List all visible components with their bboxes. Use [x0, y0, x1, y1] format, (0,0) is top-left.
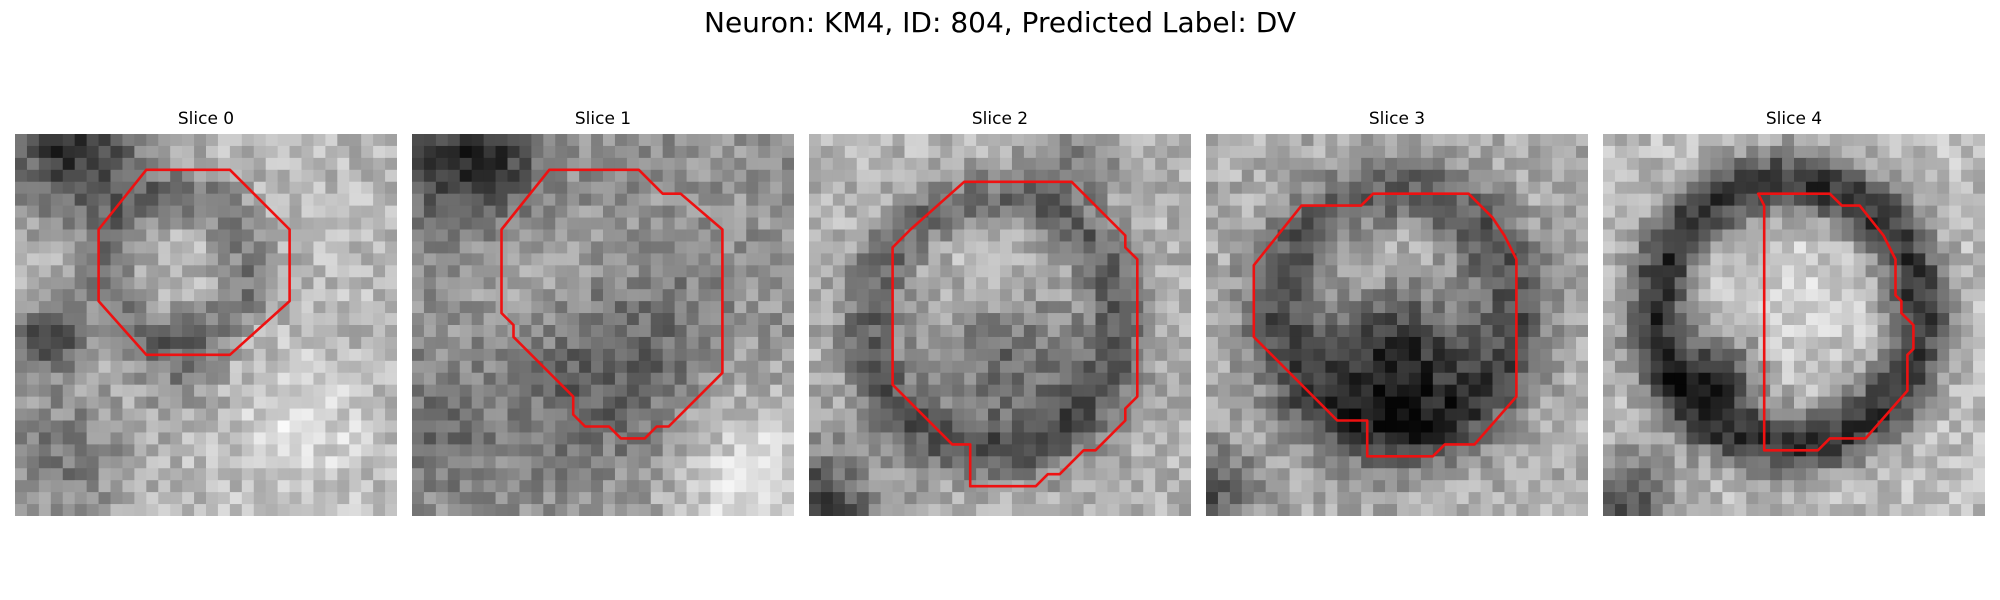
cell-outline: [1756, 192, 1915, 452]
slice-panel-1: Slice 1: [412, 108, 794, 518]
slice-title-2: Slice 2: [971, 109, 1029, 129]
slice-image-2: [809, 134, 1191, 516]
slice-title-3: Slice 3: [1368, 109, 1426, 129]
slice-title-0: Slice 0: [177, 109, 235, 129]
slice-panel-2: Slice 2: [809, 108, 1191, 518]
slice-title-1: Slice 1: [574, 109, 632, 129]
cell-outline: [891, 180, 1139, 488]
slice-panel-3: Slice 3: [1206, 108, 1588, 518]
cell-outline: [500, 168, 724, 440]
cell-outline: [1252, 192, 1518, 458]
slice-panel-4: Slice 4: [1603, 108, 1985, 518]
slice-title-4: Slice 4: [1765, 109, 1823, 129]
slice-image-3: [1206, 134, 1588, 516]
figure-title: Neuron: KM4, ID: 804, Predicted Label: D…: [704, 6, 1296, 39]
slice-image-4: [1603, 134, 1985, 516]
slice-image-0: [15, 134, 397, 516]
cell-outline: [97, 168, 291, 357]
slice-image-1: [412, 134, 794, 516]
slice-panel-0: Slice 0: [15, 108, 397, 518]
